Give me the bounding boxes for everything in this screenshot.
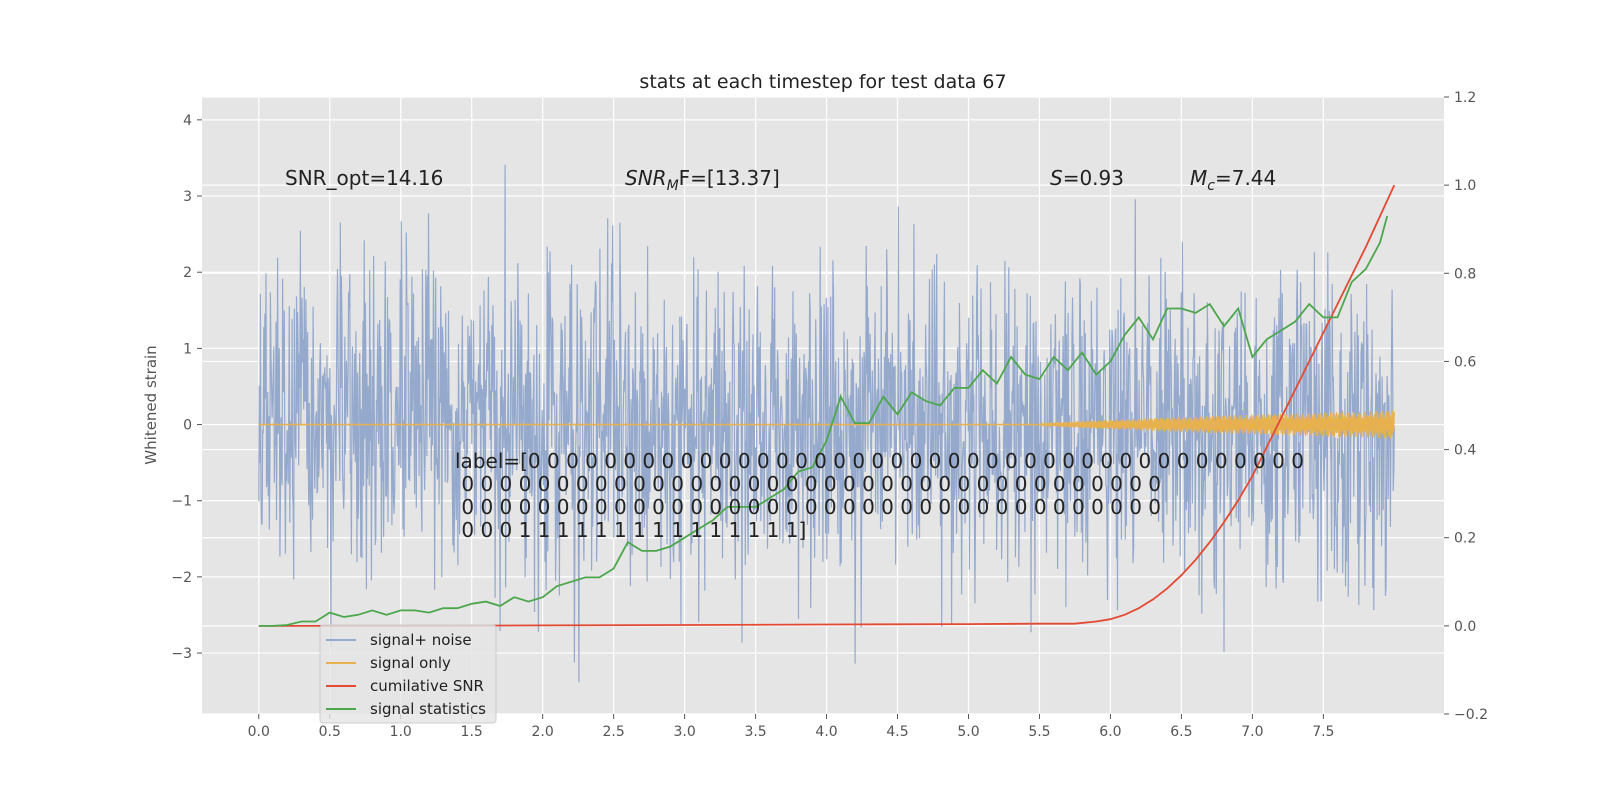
chart-title: stats at each timestep for test data 67 <box>639 71 1006 93</box>
x-tick-label: 7.5 <box>1312 724 1334 740</box>
x-tick-label: 3.5 <box>744 724 766 740</box>
y2-tick-label: 1.0 <box>1454 178 1476 194</box>
y2-tick-label: 0.4 <box>1454 443 1476 459</box>
cumilative-snr-line <box>258 184 1396 627</box>
x-tick-label: 2.0 <box>532 724 554 740</box>
x-tick-label: 1.0 <box>390 724 412 740</box>
y-tick-label: −1 <box>171 494 192 510</box>
annotation-mc: Mc=7.44 <box>1190 166 1276 194</box>
x-tick-label: 4.0 <box>815 724 837 740</box>
signal-noise-line <box>258 164 1395 683</box>
legend: signal+ noise signal only cumilative SNR… <box>319 624 497 724</box>
y2-tick-label: 0.8 <box>1454 266 1476 282</box>
x-tick-label: 4.5 <box>886 724 908 740</box>
series-signal-statistics <box>258 215 1389 627</box>
label-line: label=[0 0 0 0 0 0 0 0 0 0 0 0 0 0 0 0 0… <box>455 449 1304 473</box>
label-line: 0 0 0 1 1 1 1 1 1 1 1 1 1 1 1 1 1 1] <box>455 518 806 542</box>
annotation-label: label=[0 0 0 0 0 0 0 0 0 0 0 0 0 0 0 0 0… <box>455 449 1304 542</box>
label-line: 0 0 0 0 0 0 0 0 0 0 0 0 0 0 0 0 0 0 0 0 … <box>455 495 1161 519</box>
y2-tick-label: −0.2 <box>1454 707 1488 723</box>
annotation-mc-rest: =7.44 <box>1215 166 1276 190</box>
x-axis: 0.0 0.5 1.0 1.5 2.0 2.5 3.0 3.5 4.0 4.5 5.0 5.5 6.0 6… <box>248 714 1334 740</box>
x-tick-label: 5.5 <box>1028 724 1050 740</box>
x-tick-label: 6.0 <box>1099 724 1121 740</box>
annotation-snr-mf-sub: M <box>667 178 679 194</box>
y2-tick-label: 0.6 <box>1454 354 1476 370</box>
annotation-snr-opt: SNR_opt=14.16 <box>285 166 443 190</box>
y-tick-label: 4 <box>183 113 192 129</box>
label-line: 0 0 0 0 0 0 0 0 0 0 0 0 0 0 0 0 0 0 0 0 … <box>455 472 1161 496</box>
y-tick-label: 0 <box>183 418 192 434</box>
annotation-s: S=0.93 <box>1050 166 1124 190</box>
x-tick-label: 7.0 <box>1241 724 1263 740</box>
y-axis-label: Whitened strain <box>142 345 160 464</box>
annotation-s-italic: S <box>1050 166 1063 190</box>
signal-statistics-line <box>258 215 1389 627</box>
series-signal-only <box>258 410 1395 439</box>
y-tick-label: 2 <box>183 265 192 281</box>
y-axis-right: 1.2 1.0 0.8 0.6 0.4 0.2 0.0 −0.2 <box>1444 90 1488 723</box>
annotation-snr-mf-italic: SNR <box>625 166 667 190</box>
signal-only-line <box>258 410 1395 439</box>
y-tick-label: −2 <box>171 570 192 586</box>
legend-label: signal statistics <box>370 700 486 718</box>
x-tick-label: 3.0 <box>673 724 695 740</box>
x-tick-label: 2.5 <box>603 724 625 740</box>
x-tick-label: 6.5 <box>1170 724 1192 740</box>
annotation-mc-italic: M <box>1190 166 1207 190</box>
annotation-snr-mf: SNRMF=[13.37] <box>625 166 780 194</box>
annotation-s-rest: =0.93 <box>1063 166 1124 190</box>
series-signal-noise <box>258 164 1395 683</box>
legend-label: signal only <box>370 654 451 672</box>
y2-tick-label: 1.2 <box>1454 90 1476 106</box>
y-tick-label: 1 <box>183 341 192 357</box>
annotation-snr-mf-rest: F=[13.37] <box>679 166 780 190</box>
x-tick-label: 0.0 <box>248 724 270 740</box>
x-tick-label: 0.5 <box>319 724 341 740</box>
annotation-mc-sub: c <box>1207 178 1215 194</box>
series-cumilative-snr <box>258 184 1396 627</box>
legend-box <box>319 624 497 724</box>
y-axis-left: 4 3 2 1 0 −1 −2 −3 <box>171 113 202 662</box>
y2-tick-label: 0.0 <box>1454 619 1476 635</box>
x-tick-label: 5.0 <box>957 724 979 740</box>
y2-tick-label: 0.2 <box>1454 531 1476 547</box>
x-tick-label: 1.5 <box>461 724 483 740</box>
y-tick-label: 3 <box>183 189 192 205</box>
y-tick-label: −3 <box>171 646 192 662</box>
legend-label: signal+ noise <box>370 631 472 649</box>
legend-label: cumilative SNR <box>370 677 484 695</box>
